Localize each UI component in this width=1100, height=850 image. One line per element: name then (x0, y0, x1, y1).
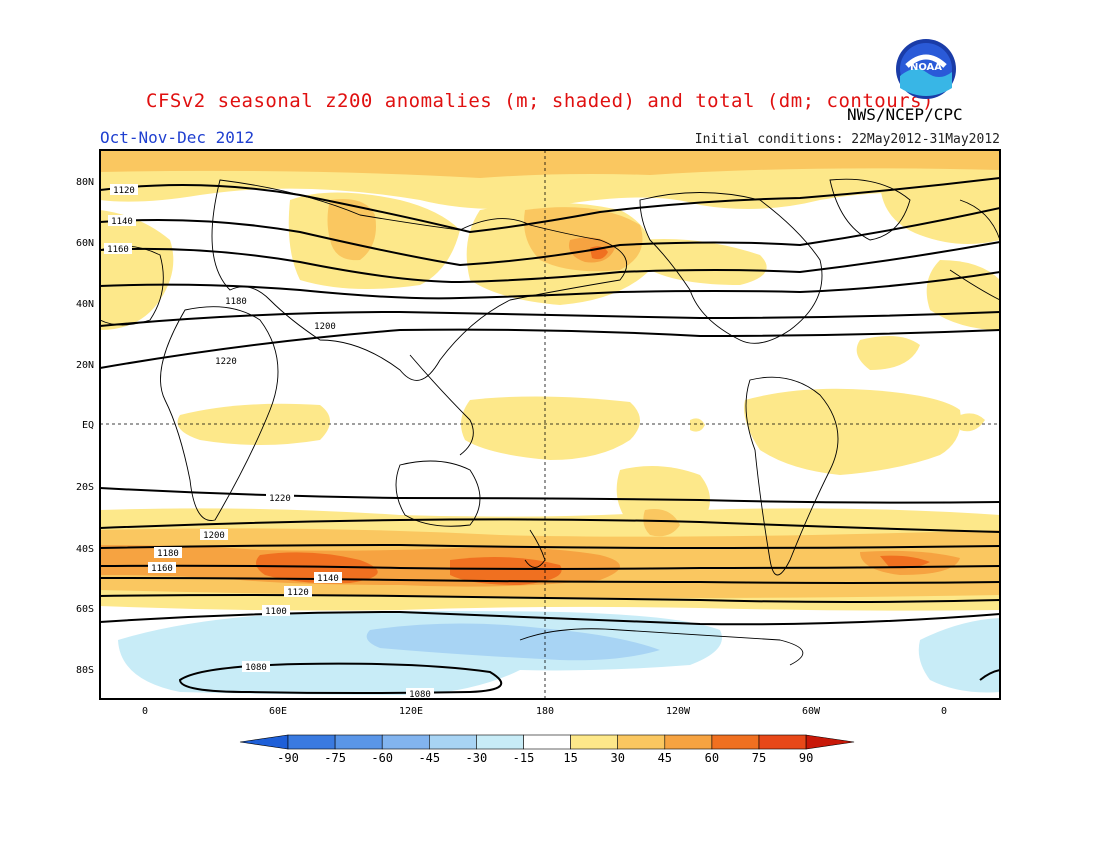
noaa-logo: NOAA (896, 39, 956, 99)
contour-labels: 1120 1140 1160 1180 1200 1220 1220 1200 … (104, 184, 434, 700)
legend-swatch (570, 734, 618, 750)
svg-text:1100: 1100 (265, 607, 287, 617)
legend-arrow-left (239, 734, 289, 750)
svg-text:1120: 1120 (287, 588, 309, 598)
legend-swatch (476, 734, 524, 750)
legend-tick-label: 90 (799, 751, 813, 765)
legend-swatch (711, 734, 760, 750)
lat-label: 60S (76, 604, 94, 615)
contour-label: 1220 (266, 492, 294, 504)
svg-text:1160: 1160 (151, 564, 173, 574)
logo-text: NOAA (910, 62, 942, 73)
legend-tick-label: -60 (371, 751, 393, 765)
lon-label: 0 (142, 706, 148, 717)
map-frame (99, 149, 1001, 700)
contour-label: 1200 (311, 320, 339, 332)
legend-tick-label: -30 (466, 751, 488, 765)
contour-label: 1100 (262, 605, 290, 617)
legend-tick-label: 45 (658, 751, 672, 765)
contour-label: 1180 (222, 295, 250, 307)
contour-label: 1080 (406, 688, 434, 700)
height-contours (100, 177, 1000, 694)
svg-text:1180: 1180 (225, 297, 247, 307)
lon-label: 180 (536, 706, 554, 717)
latitude-labels: 80N 60N 40N 20N EQ 20S 40S 60S 80S (76, 177, 94, 676)
svg-text:1120: 1120 (113, 186, 135, 196)
svg-text:1220: 1220 (269, 494, 291, 504)
legend-arrow-right (805, 734, 855, 750)
legend-tick-label: 15 (563, 751, 577, 765)
lat-label: 60N (76, 238, 94, 249)
lon-label: 0 (941, 706, 947, 717)
contour-label: 1160 (104, 243, 132, 255)
svg-text:1080: 1080 (245, 663, 267, 673)
legend-swatch (381, 734, 430, 750)
contour-label: 1080 (242, 661, 270, 673)
svg-text:1220: 1220 (215, 357, 237, 367)
legend-tick-label: -15 (513, 751, 535, 765)
legend-tick-label: -90 (277, 751, 299, 765)
svg-text:1200: 1200 (203, 531, 225, 541)
svg-text:1200: 1200 (314, 322, 336, 332)
lon-label: 60W (802, 706, 821, 717)
legend-tick-label: 30 (610, 751, 624, 765)
contour-label: 1200 (200, 529, 228, 541)
legend-swatch (334, 734, 383, 750)
initial-conditions-label: Initial conditions: 22May2012-31May2012 (694, 132, 1000, 147)
svg-text:1160: 1160 (107, 245, 129, 255)
legend-swatch (287, 734, 336, 750)
lat-label: 40S (76, 544, 94, 555)
legend-swatch (617, 734, 666, 750)
legend-swatch (758, 734, 807, 750)
contour-label: 1120 (284, 586, 312, 598)
legend-swatch (428, 734, 477, 750)
contour-label: 1180 (154, 547, 182, 559)
legend-tick-label: -45 (418, 751, 440, 765)
longitude-labels: 0 60E 120E 180 120W 60W 0 (142, 706, 947, 717)
contour-label: 1140 (314, 572, 342, 584)
contour-label: 1120 (110, 184, 138, 196)
contour-label: 1140 (108, 215, 136, 227)
period-label: Oct-Nov-Dec 2012 (100, 128, 255, 147)
lat-label: 80N (76, 177, 94, 188)
svg-text:1140: 1140 (317, 574, 339, 584)
lat-label: EQ (82, 420, 94, 431)
lat-label: 20S (76, 482, 94, 493)
lon-label: 120E (399, 706, 423, 717)
legend-tick-label: 75 (752, 751, 766, 765)
contour-label: 1160 (148, 562, 176, 574)
lat-label: 20N (76, 360, 94, 371)
agency-label: NWS/NCEP/CPC (847, 105, 963, 124)
map-title: CFSv2 seasonal z200 anomalies (m; shaded… (146, 90, 934, 112)
lat-label: 40N (76, 299, 94, 310)
lon-label: 120W (666, 706, 691, 717)
legend-swatch (664, 734, 713, 750)
svg-text:1180: 1180 (157, 549, 179, 559)
lat-label: 80S (76, 665, 94, 676)
legend-swatch (523, 734, 571, 750)
contour-label: 1220 (212, 355, 240, 367)
svg-text:1080: 1080 (409, 690, 431, 700)
lon-label: 60E (269, 706, 287, 717)
legend-tick-label: -75 (324, 751, 346, 765)
svg-text:1140: 1140 (111, 217, 133, 227)
legend-tick-label: 60 (705, 751, 719, 765)
